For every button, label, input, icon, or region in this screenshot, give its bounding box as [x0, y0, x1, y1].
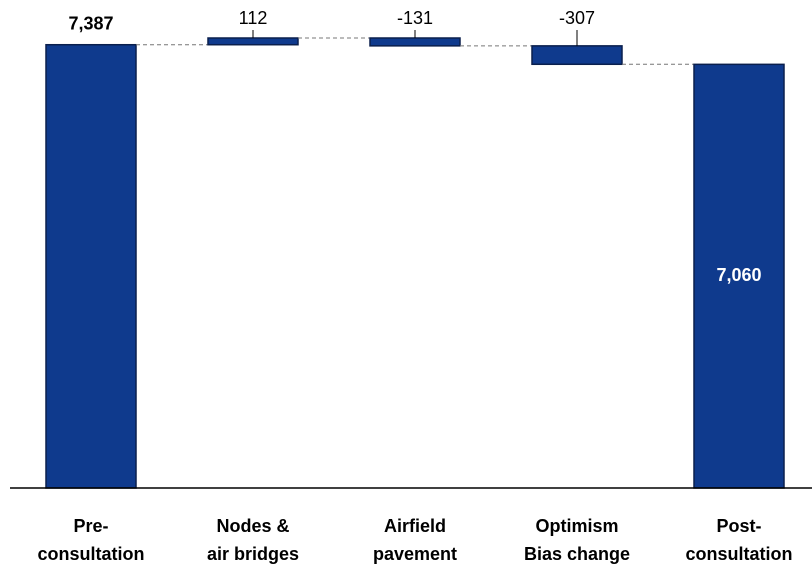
value-label: 7,060: [716, 265, 761, 285]
x-tick-label-line: Airfield: [384, 516, 446, 536]
x-tick-label: Optimism Bias change: [524, 516, 630, 564]
bar: [45, 43, 137, 489]
x-tick-label-line: Optimism: [535, 516, 618, 536]
value-label: 7,387: [68, 13, 113, 33]
x-tick-label: Airfield pavement: [373, 516, 457, 564]
value-label: -307: [559, 8, 595, 28]
x-tick-label: Post-consultation: [686, 516, 793, 564]
x-tick-label: Pre-consultation: [38, 516, 145, 564]
x-tick-label-line: Nodes &: [216, 516, 289, 536]
x-tick-label-line: pavement: [373, 544, 457, 564]
value-label: 112: [239, 8, 268, 28]
x-tick-label-line: Bias change: [524, 544, 630, 564]
x-tick-label: Nodes & air bridges: [207, 516, 299, 564]
bar: [531, 45, 623, 66]
x-tick-label-line: consultation: [38, 544, 145, 564]
x-tick-label-line: consultation: [686, 544, 793, 564]
x-tick-label-line: Pre-: [73, 516, 108, 536]
x-tick-label-line: air bridges: [207, 544, 299, 564]
bar: [369, 37, 461, 47]
value-label: -131: [397, 8, 433, 28]
bar: [693, 63, 785, 489]
bar: [207, 37, 299, 46]
x-tick-label-line: Post-: [717, 516, 762, 536]
